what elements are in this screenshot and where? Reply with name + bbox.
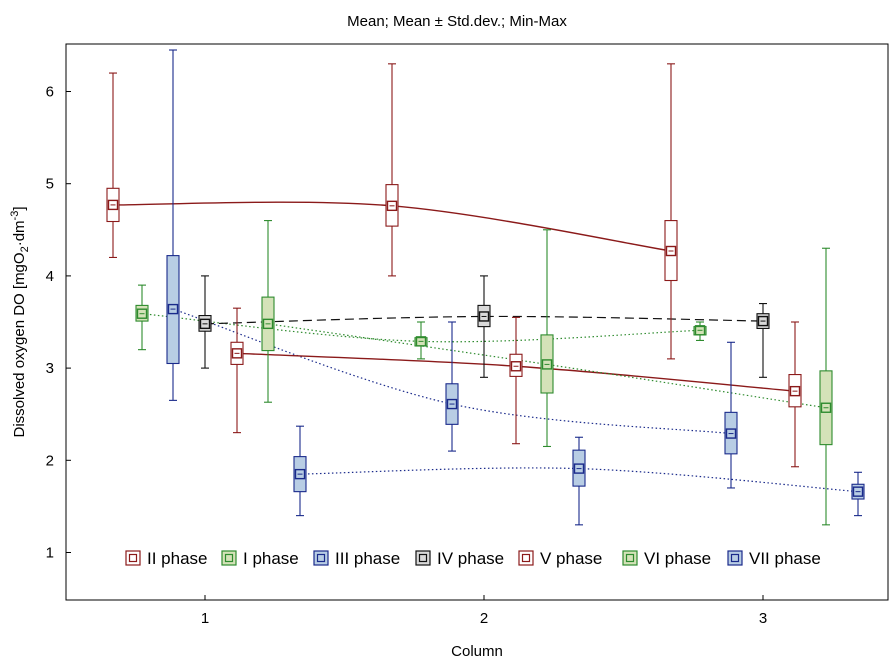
x-axis-label: Column	[451, 643, 503, 660]
box-group	[664, 63, 678, 360]
mean-marker	[136, 308, 148, 319]
legend-label: VII phase	[749, 549, 821, 568]
legend-item: VI phase	[622, 549, 711, 568]
mean-marker	[167, 303, 179, 315]
mean-marker	[789, 385, 801, 397]
box-group	[385, 63, 399, 277]
series-boxes	[106, 49, 865, 526]
legend-label: I phase	[243, 549, 299, 568]
y-label-part: ·dm	[11, 220, 28, 246]
legend-swatch	[313, 550, 329, 566]
box-group	[509, 316, 523, 445]
mean-marker	[757, 315, 769, 327]
mean-marker	[541, 359, 553, 370]
legend-label: IV phase	[437, 549, 504, 568]
chart-title: Mean; Mean ± Std.dev.; Min-Max	[347, 13, 567, 30]
y-label-part: Dissolved oxygen DO [mgO	[11, 252, 28, 437]
x-tick-label: 1	[201, 610, 209, 627]
mean-marker	[820, 402, 832, 413]
mean-marker	[510, 361, 522, 372]
box-group	[851, 471, 865, 517]
mean-marker	[231, 348, 243, 359]
box-group	[724, 341, 738, 489]
mean-marker	[262, 318, 274, 330]
legend-item: V phase	[518, 549, 602, 568]
legend-swatch	[415, 550, 431, 566]
legend-mean-marker	[625, 553, 635, 563]
mean-marker	[478, 311, 490, 322]
box-group	[198, 275, 212, 369]
series-line	[267, 323, 827, 409]
legend-item: IV phase	[415, 549, 504, 568]
x-tick-label: 2	[480, 610, 488, 627]
y-tick-label: 2	[46, 452, 54, 469]
legend-mean-marker	[730, 553, 740, 563]
x-axis: 1 2 3	[201, 595, 767, 627]
legend-mean-marker	[128, 553, 138, 563]
y-tick-label: 5	[46, 176, 54, 193]
box-group	[166, 49, 180, 401]
legend-swatch	[622, 550, 638, 566]
mean-marker	[852, 486, 864, 497]
series-line	[204, 315, 764, 325]
y-tick-label: 6	[46, 84, 54, 101]
box-group	[540, 229, 554, 448]
box-group	[106, 72, 120, 259]
box-group	[572, 436, 586, 526]
y-axis-label: Dissolved oxygen DO [mgO2·dm-3]	[9, 207, 31, 438]
y-axis: 1 2 3 4 5 6	[46, 84, 71, 562]
box-group	[414, 321, 428, 360]
box-group	[135, 284, 149, 351]
x-tick-label: 3	[759, 610, 767, 627]
legend-label: V phase	[540, 549, 602, 568]
legend-mean-marker	[316, 553, 326, 563]
box-group	[477, 275, 491, 378]
mean-marker	[573, 463, 585, 474]
y-tick-label: 4	[46, 268, 54, 285]
legend-swatch	[727, 550, 743, 566]
legend-mean-marker	[521, 553, 531, 563]
mean-marker	[107, 199, 119, 211]
legend-swatch	[221, 550, 237, 566]
mean-marker	[725, 428, 737, 439]
legend-mean-marker	[224, 553, 234, 563]
legend-item: II phase	[125, 549, 208, 568]
legend-item: VII phase	[727, 549, 821, 568]
y-tick-label: 3	[46, 360, 54, 377]
legend: II phase I phase III phase IV phase V phase V…	[125, 549, 821, 568]
mean-marker	[665, 245, 677, 257]
y-tick-label: 1	[46, 545, 54, 562]
box-group	[230, 307, 244, 434]
legend-item: I phase	[221, 549, 299, 568]
mean-marker	[199, 318, 211, 330]
mean-marker	[294, 468, 306, 480]
mean-marker	[446, 398, 458, 410]
legend-label: II phase	[147, 549, 208, 568]
plot-area-frame	[65, 43, 889, 601]
box-group	[693, 321, 707, 341]
series-connector-lines	[112, 201, 859, 493]
y-label-superscript: -3	[9, 211, 21, 221]
legend-label: III phase	[335, 549, 400, 568]
y-label-subscript: 2	[19, 246, 31, 252]
mean-marker	[694, 325, 706, 336]
box-group	[445, 321, 459, 452]
box-group	[756, 303, 770, 378]
y-label-part: ]	[11, 207, 28, 211]
series-line	[172, 308, 732, 435]
legend-swatch	[125, 550, 141, 566]
legend-mean-marker	[418, 553, 428, 563]
box-group	[819, 247, 833, 526]
legend-label: VI phase	[644, 549, 711, 568]
legend-item: III phase	[313, 549, 400, 568]
box-group	[293, 425, 307, 517]
box-group	[261, 220, 275, 403]
mean-marker	[386, 200, 398, 212]
box-group	[788, 321, 802, 468]
mean-marker	[415, 336, 427, 347]
legend-swatch	[518, 550, 534, 566]
